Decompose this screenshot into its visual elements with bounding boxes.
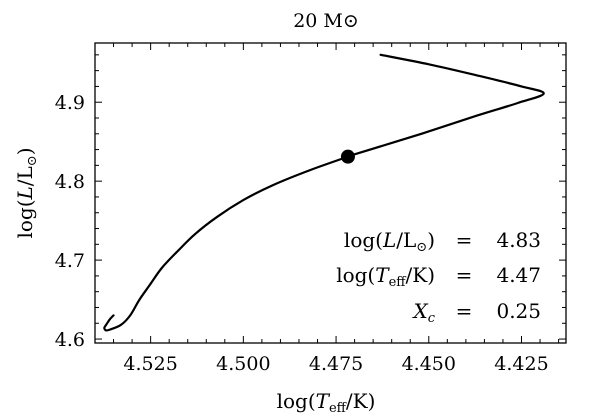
x-tick-label: 4.525 [123,353,177,375]
x-tick-label: 4.450 [402,353,456,375]
chart-title: 20 M⊙ [293,10,359,32]
y-tick-label: 4.7 [55,250,85,272]
x-tick-label: 4.425 [494,353,548,375]
annotation-label-central-hydrogen: Xc [411,299,435,326]
y-axis-ticks: 4.6 4.7 4.8 4.9 [55,54,566,351]
current-point-marker [340,149,355,164]
y-axis-label: log(L/L⊙) [13,147,40,238]
annotation-equals-central-hydrogen: = [456,299,473,323]
chart-title-text: 20 M⊙ [293,10,359,32]
annotation-equals-luminosity: = [456,228,473,252]
annotation-label-luminosity: log(L/L⊙) [344,228,435,255]
x-tick-label: 4.475 [309,353,363,375]
annotation-label-temperature: log(Teff/K) [336,263,435,290]
annotation-equals-temperature: = [456,263,473,287]
y-tick-label: 4.9 [55,92,85,114]
annotation-value-temperature: 4.47 [496,263,541,287]
x-axis-label: log(Teff/K) [277,389,376,415]
y-tick-label: 4.8 [55,171,85,193]
annotation-value-luminosity: 4.83 [496,228,541,252]
annotation-block: log(L/L⊙) = 4.83 log(Teff/K) = 4.47 Xc =… [336,228,541,326]
y-tick-label: 4.6 [55,329,85,351]
x-axis-ticks: 4.525 4.500 4.475 4.450 4.425 [113,43,560,375]
plot-frame [94,42,567,344]
x-tick-label: 4.500 [216,353,270,375]
evolutionary-track-line [103,53,545,332]
annotation-value-central-hydrogen: 0.25 [496,299,541,323]
